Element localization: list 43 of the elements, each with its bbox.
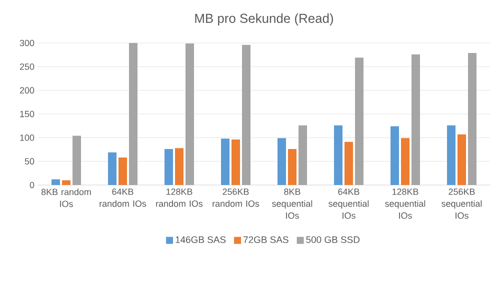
y-tick-label: 250: [20, 63, 34, 70]
bar: [186, 43, 194, 185]
bar: [108, 152, 116, 185]
y-tick-label: 100: [20, 134, 34, 141]
x-tick-label: 128KB sequential IOs: [385, 188, 426, 219]
x-tick-label: 64KB random IOs: [100, 188, 146, 207]
x-tick-label: 8KB sequential IOs: [272, 188, 312, 219]
bar: [411, 54, 420, 185]
bar: [400, 138, 410, 185]
y-tick-label: 50: [24, 158, 34, 165]
y-tick-label: 200: [20, 87, 34, 94]
bar: [52, 179, 60, 185]
bar: [72, 136, 81, 185]
bar: [221, 138, 230, 185]
bar: [344, 142, 353, 185]
bar: [118, 158, 127, 185]
y-tick-label: 150: [20, 110, 34, 118]
bar: [232, 140, 240, 185]
legend-label: 146GB SAS: [176, 236, 226, 244]
legend-label: 72GB SAS: [244, 236, 288, 244]
legend-label: 500 GB SSD: [306, 236, 360, 244]
bar: [164, 149, 173, 185]
bar: [278, 138, 286, 185]
x-tick-label: 64KB sequential IOs: [328, 188, 369, 219]
y-tick-label: 0: [30, 182, 34, 188]
bar: [129, 43, 138, 185]
bar: [468, 52, 476, 185]
bar: [175, 148, 184, 185]
bar: [355, 58, 364, 185]
bar: [298, 125, 307, 185]
chart-title: MB pro Sekunde (Read): [195, 13, 333, 26]
bar: [446, 125, 456, 185]
bar: [288, 149, 296, 185]
x-tick-label: 256KB sequential IOs: [442, 188, 482, 219]
bar: [62, 180, 70, 185]
x-tick-label: 256KB random IOs: [212, 188, 260, 207]
y-tick-label: 300: [20, 40, 34, 46]
bar: [242, 44, 250, 185]
bar: [334, 125, 342, 185]
bar: [457, 134, 466, 185]
x-tick-label: 128KB random IOs: [156, 188, 203, 207]
bar: [390, 126, 399, 185]
x-tick-label: 8KB random IOs: [41, 188, 91, 208]
